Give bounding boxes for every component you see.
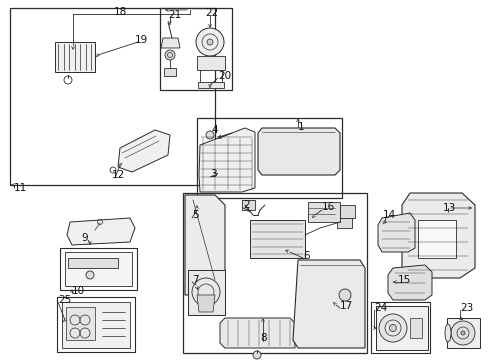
Ellipse shape bbox=[86, 271, 94, 279]
Ellipse shape bbox=[378, 314, 406, 342]
Bar bbox=[57, 297, 135, 352]
Bar bbox=[65, 252, 132, 286]
Polygon shape bbox=[197, 295, 215, 312]
Bar bbox=[417, 220, 455, 258]
Polygon shape bbox=[67, 218, 135, 245]
Polygon shape bbox=[387, 265, 431, 300]
Polygon shape bbox=[401, 193, 474, 278]
Ellipse shape bbox=[252, 351, 261, 359]
Ellipse shape bbox=[196, 28, 224, 56]
Text: 17: 17 bbox=[339, 301, 352, 311]
Text: 25: 25 bbox=[58, 295, 71, 305]
Polygon shape bbox=[220, 318, 294, 348]
Bar bbox=[375, 306, 427, 350]
Text: 18: 18 bbox=[113, 7, 126, 17]
Ellipse shape bbox=[164, 50, 175, 60]
Bar bbox=[198, 82, 224, 88]
Text: 24: 24 bbox=[373, 303, 386, 313]
Text: 11: 11 bbox=[14, 183, 27, 193]
Bar bbox=[446, 318, 479, 348]
Bar bbox=[197, 56, 224, 70]
Text: 15: 15 bbox=[397, 275, 410, 285]
Text: 19: 19 bbox=[135, 35, 148, 45]
Bar bbox=[62, 302, 130, 348]
Text: 3: 3 bbox=[209, 169, 216, 179]
Polygon shape bbox=[377, 213, 414, 252]
Bar bbox=[197, 118, 341, 198]
Bar bbox=[66, 307, 95, 340]
Ellipse shape bbox=[205, 131, 214, 139]
Text: 21: 21 bbox=[168, 10, 181, 20]
Text: 7: 7 bbox=[192, 275, 198, 285]
Polygon shape bbox=[161, 38, 180, 48]
Bar bbox=[307, 202, 339, 222]
Text: 13: 13 bbox=[442, 203, 455, 213]
Text: 16: 16 bbox=[321, 202, 335, 212]
Text: 1: 1 bbox=[297, 122, 304, 132]
Text: 6: 6 bbox=[303, 251, 309, 261]
Bar bbox=[409, 318, 421, 338]
Bar bbox=[160, 8, 231, 90]
Polygon shape bbox=[258, 128, 339, 175]
Text: 23: 23 bbox=[459, 303, 472, 313]
Bar bbox=[242, 200, 254, 210]
Bar bbox=[60, 248, 137, 290]
Text: 22: 22 bbox=[204, 8, 218, 18]
Polygon shape bbox=[184, 195, 224, 295]
Text: 2: 2 bbox=[243, 200, 249, 210]
Polygon shape bbox=[163, 68, 176, 76]
Bar bbox=[68, 258, 118, 268]
Ellipse shape bbox=[444, 324, 450, 342]
Text: 9: 9 bbox=[81, 233, 88, 243]
Polygon shape bbox=[118, 130, 170, 172]
Bar bbox=[339, 205, 354, 218]
Ellipse shape bbox=[338, 289, 350, 301]
Bar bbox=[55, 42, 95, 72]
Text: 5: 5 bbox=[192, 210, 198, 220]
Bar bbox=[187, 270, 224, 315]
Bar bbox=[183, 193, 366, 353]
Ellipse shape bbox=[460, 331, 464, 335]
Text: 4: 4 bbox=[211, 125, 218, 135]
Bar bbox=[336, 218, 351, 228]
Ellipse shape bbox=[389, 324, 396, 332]
Ellipse shape bbox=[450, 321, 474, 345]
Polygon shape bbox=[292, 260, 364, 348]
Text: 10: 10 bbox=[72, 286, 85, 296]
Bar bbox=[10, 8, 215, 185]
Ellipse shape bbox=[206, 39, 213, 45]
Text: 8: 8 bbox=[260, 333, 266, 343]
Bar bbox=[370, 302, 429, 353]
Bar bbox=[249, 220, 305, 258]
Text: 20: 20 bbox=[218, 71, 231, 81]
Text: 12: 12 bbox=[112, 170, 125, 180]
Text: 14: 14 bbox=[382, 210, 395, 220]
Polygon shape bbox=[199, 128, 254, 192]
